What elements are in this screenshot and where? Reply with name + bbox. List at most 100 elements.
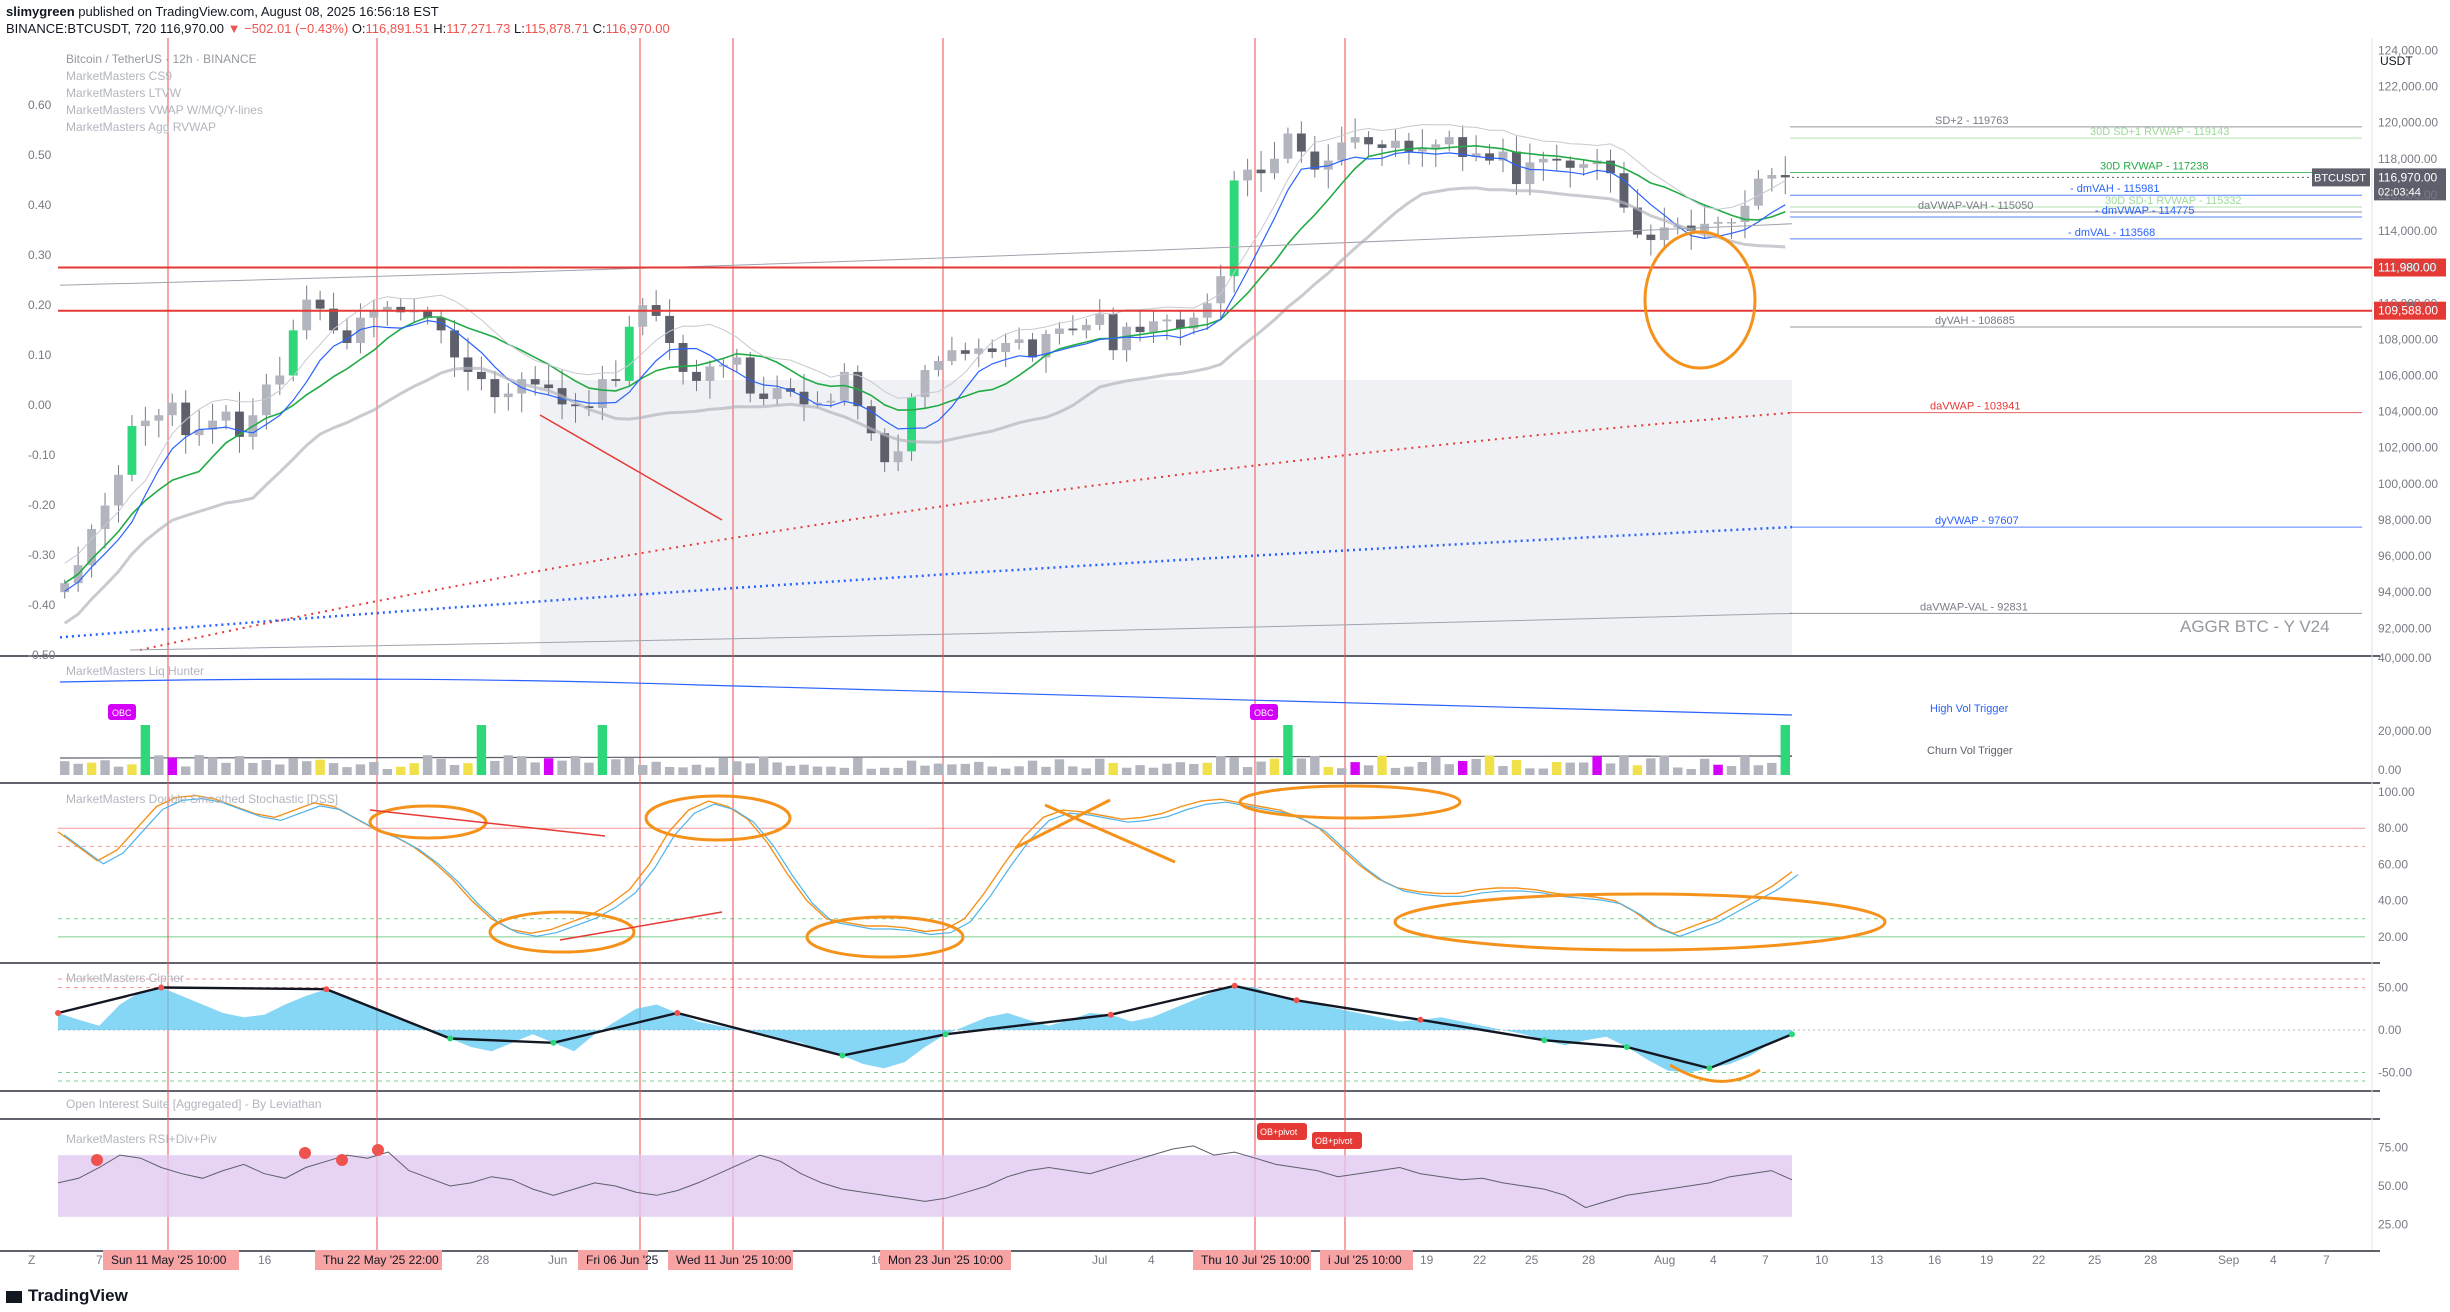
liq-line <box>59 678 1793 716</box>
time-tick: 7 <box>96 1253 103 1267</box>
volume-bar <box>1081 768 1092 775</box>
candle-body <box>1364 137 1374 145</box>
cipher-dot <box>1623 1044 1630 1050</box>
cipher-wave-area <box>58 985 1792 1073</box>
price-tick-label: 92,000.00 <box>2378 621 2432 635</box>
orange-cross-annotation <box>1044 803 1176 864</box>
level-label: daVWAP-VAL - 92831 <box>1920 601 2028 613</box>
volume-bar <box>261 759 272 775</box>
stoch-trend-line <box>559 911 723 941</box>
candle-body <box>732 357 742 365</box>
volume-bar <box>1578 762 1589 775</box>
cipher-dot <box>447 1035 454 1042</box>
currency-label: USDT <box>2380 54 2413 68</box>
volume-bar <box>664 767 675 775</box>
volume-bar <box>490 760 500 775</box>
time-tick: 7 <box>1762 1253 1769 1267</box>
candle-body <box>1216 276 1226 304</box>
volume-bar <box>180 766 191 775</box>
volume-bar <box>1767 762 1777 775</box>
candle-body <box>221 411 231 421</box>
stoch-d-line <box>57 794 1793 935</box>
cipher-dot <box>1789 1031 1795 1038</box>
volume-bar <box>705 767 715 775</box>
tv-brand-text: TradingView <box>28 1286 128 1305</box>
left-scale-tick: 0.30 <box>28 248 52 262</box>
price-tick-label: 106,000.00 <box>2378 368 2438 382</box>
candle-body <box>194 429 204 436</box>
cipher-tick: 0.00 <box>2378 1023 2402 1037</box>
volume-bar <box>436 758 446 775</box>
level-label: dyVAH - 108685 <box>1935 315 2015 327</box>
stoch-tick: 40.00 <box>2378 894 2408 908</box>
date-highlight-text: Thu 10 Jul '25 10:00 <box>1201 1253 1310 1267</box>
date-highlight-text: Thu 22 May '25 22:00 <box>323 1253 439 1267</box>
price-tick-label: 112,000.00 <box>2378 260 2437 274</box>
candle-body <box>705 366 715 381</box>
time-tick: 19 <box>1980 1253 1994 1267</box>
volume-bar <box>396 766 406 775</box>
candle-body <box>181 402 191 436</box>
obc-marker-text: OBC <box>112 708 132 718</box>
left-scale-tick: 0.60 <box>28 98 52 112</box>
volume-bar <box>409 763 419 775</box>
candle-body <box>302 299 312 331</box>
stoch-tick: 20.00 <box>2378 930 2408 944</box>
open-value: 116,891.51 <box>365 21 430 36</box>
price-tick-label: 118,000.00 <box>2378 152 2437 166</box>
orange-arc-annotation <box>1669 1063 1761 1083</box>
cipher-dot <box>839 1052 846 1059</box>
cipher-dot <box>1541 1037 1548 1044</box>
level-label: daVWAP-VAH - 115050 <box>1918 200 2033 212</box>
volume-bar <box>1014 766 1024 775</box>
candle-body <box>1175 319 1185 329</box>
candle-body <box>638 305 648 327</box>
date-highlight <box>578 1250 648 1270</box>
volume-bar <box>933 763 944 775</box>
low-label: L: <box>514 21 525 36</box>
candle-body <box>1377 144 1387 148</box>
date-highlight <box>103 1250 239 1270</box>
level-badge-text: 109,588.00 <box>2378 304 2438 318</box>
volume-bar <box>1404 766 1414 775</box>
candle-body <box>1646 234 1656 241</box>
candle-body <box>1538 158 1548 163</box>
volume-bar <box>1121 767 1132 775</box>
volume-bar <box>1525 768 1535 775</box>
author-name[interactable]: slimygreen <box>6 4 75 19</box>
volume-bar <box>1242 767 1253 775</box>
ticker-badge-text: BTCUSDT <box>2314 172 2366 184</box>
candle-body <box>503 393 513 398</box>
volume-bar <box>1673 767 1683 775</box>
price-tick-label: 94,000.00 <box>2378 585 2432 599</box>
volume-bar <box>812 766 823 775</box>
volume-bar <box>382 768 393 775</box>
volume-bar <box>691 764 702 775</box>
cipher-zigzag <box>57 984 1793 1070</box>
trading-chart[interactable]: 124,000.00 122,000.00 120,000.00 118,000.00… <box>0 38 2450 1273</box>
candle-body <box>382 306 392 311</box>
volume-bar <box>1538 768 1549 775</box>
cipher-dot <box>1107 1011 1114 1018</box>
volume-bar <box>1256 761 1266 775</box>
cipher-dot <box>550 1039 557 1046</box>
ob-pivot-marker <box>1257 1123 1307 1140</box>
candle-body <box>1767 175 1777 179</box>
rsi-line <box>57 1145 1793 1209</box>
candle-body <box>100 505 110 529</box>
candle-body <box>60 583 70 593</box>
tradingview-logo[interactable]: TradingView <box>6 1286 128 1306</box>
volume-bar <box>1189 763 1199 775</box>
stoch-trend-line <box>369 809 606 837</box>
volume-bar <box>960 763 971 775</box>
rsi-pivot-marker <box>91 1154 103 1166</box>
candle-body <box>329 308 338 331</box>
level-label: 30D SD-1 RVWAP - 115332 <box>2105 195 2242 207</box>
cipher-dot <box>1293 997 1300 1004</box>
candle-body <box>1337 142 1347 161</box>
volume-bar <box>758 756 769 775</box>
time-tick: 4 <box>1710 1253 1717 1267</box>
vwap-line <box>64 151 1786 592</box>
volume-bar <box>853 757 863 775</box>
pane-title: Open Interest Suite [Aggregated] - By Le… <box>66 1097 322 1111</box>
